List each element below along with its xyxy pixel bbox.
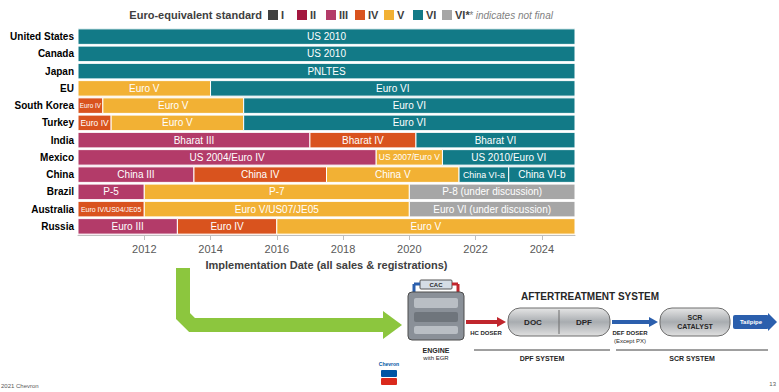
svg-text:IV: IV	[368, 9, 379, 21]
svg-text:Mexico: Mexico	[40, 152, 74, 163]
svg-text:SCR: SCR	[688, 314, 703, 321]
svg-text:Chevron: Chevron	[379, 361, 399, 367]
svg-text:China VI-a: China VI-a	[463, 170, 505, 180]
svg-text:DPF SYSTEM: DPF SYSTEM	[520, 355, 565, 362]
svg-text:US 2010/Euro VI: US 2010/Euro VI	[471, 152, 546, 163]
svg-text:DEF DOSER: DEF DOSER	[612, 330, 648, 336]
svg-text:China: China	[46, 169, 74, 180]
svg-text:Australia: Australia	[31, 204, 74, 215]
svg-text:Euro V: Euro V	[411, 221, 442, 232]
svg-text:CAC: CAC	[430, 282, 444, 288]
svg-text:DPF: DPF	[576, 318, 592, 327]
svg-text:PNLTES: PNLTES	[307, 66, 345, 77]
svg-text:Bharat III: Bharat III	[174, 135, 215, 146]
svg-text:with EGR: with EGR	[422, 355, 449, 361]
svg-text:DOC: DOC	[524, 318, 542, 327]
svg-text:EU: EU	[60, 83, 74, 94]
svg-text:China VI-b: China VI-b	[518, 169, 566, 180]
svg-text:Bharat IV: Bharat IV	[342, 135, 384, 146]
svg-text:Euro IV: Euro IV	[80, 118, 109, 128]
svg-text:P-5: P-5	[103, 186, 119, 197]
svg-text:Euro VI (under discussion): Euro VI (under discussion)	[433, 204, 551, 215]
svg-text:Euro III: Euro III	[112, 221, 144, 232]
svg-text:India: India	[51, 135, 75, 146]
svg-text:US 2010: US 2010	[307, 48, 346, 59]
svg-text:13: 13	[769, 381, 776, 387]
svg-text:Brazil: Brazil	[47, 186, 74, 197]
svg-text:III: III	[339, 9, 348, 21]
svg-text:Euro VI: Euro VI	[393, 117, 426, 128]
svg-text:V: V	[397, 9, 405, 21]
svg-text:2012: 2012	[132, 243, 156, 255]
svg-text:Euro IV: Euro IV	[80, 102, 102, 109]
svg-text:II: II	[310, 9, 316, 21]
svg-text:HC DOSER: HC DOSER	[470, 330, 502, 336]
svg-text:2018: 2018	[331, 243, 355, 255]
svg-text:Euro-equivalent standard: Euro-equivalent standard	[129, 9, 262, 21]
svg-text:Russia: Russia	[41, 221, 74, 232]
svg-text:I: I	[281, 9, 284, 21]
svg-text:Euro VI: Euro VI	[376, 83, 409, 94]
svg-text:US 2010: US 2010	[307, 31, 346, 42]
svg-text:2021 Chevron: 2021 Chevron	[1, 383, 39, 389]
svg-text:(Except PX): (Except PX)	[614, 338, 646, 344]
svg-text:US 2004/Euro IV: US 2004/Euro IV	[190, 152, 265, 163]
svg-text:P-7: P-7	[269, 186, 285, 197]
svg-text:P-8 (under discussion): P-8 (under discussion)	[442, 186, 542, 197]
svg-text:Euro V: Euro V	[129, 83, 160, 94]
svg-text:Canada: Canada	[38, 48, 75, 59]
svg-text:2016: 2016	[265, 243, 289, 255]
svg-text:Turkey: Turkey	[42, 117, 74, 128]
svg-text:VI*: VI*	[455, 9, 470, 21]
svg-text:Euro VI: Euro VI	[393, 100, 426, 111]
svg-text:United States: United States	[10, 31, 74, 42]
svg-text:* indicates not final: * indicates not final	[469, 10, 554, 21]
svg-text:China V: China V	[375, 169, 411, 180]
svg-text:ENGINE: ENGINE	[423, 347, 450, 354]
svg-text:South Korea: South Korea	[15, 100, 75, 111]
svg-text:Bharat VI: Bharat VI	[475, 135, 517, 146]
svg-text:China IV: China IV	[241, 169, 280, 180]
svg-text:Implementation Date (all sales: Implementation Date (all sales & registr…	[205, 259, 447, 271]
svg-text:2014: 2014	[198, 243, 222, 255]
svg-text:CATALYST: CATALYST	[677, 323, 713, 330]
svg-text:2020: 2020	[397, 243, 421, 255]
svg-text:Euro IV: Euro IV	[210, 221, 244, 232]
svg-text:Japan: Japan	[45, 66, 74, 77]
svg-text:2022: 2022	[463, 243, 487, 255]
svg-text:Euro V/US07/JE05: Euro V/US07/JE05	[235, 204, 319, 215]
svg-text:SCR SYSTEM: SCR SYSTEM	[669, 355, 715, 362]
svg-text:VI: VI	[426, 9, 436, 21]
svg-text:Euro V: Euro V	[162, 117, 193, 128]
svg-text:2024: 2024	[530, 243, 554, 255]
svg-text:Euro V: Euro V	[158, 100, 189, 111]
svg-text:Tailpipe: Tailpipe	[740, 319, 763, 325]
svg-text:AFTERTREATMENT SYSTEM: AFTERTREATMENT SYSTEM	[521, 291, 659, 302]
svg-text:Euro IV/US04/JE05: Euro IV/US04/JE05	[81, 206, 141, 213]
svg-text:US 2007/Euro V: US 2007/Euro V	[379, 152, 440, 162]
svg-text:China III: China III	[117, 169, 154, 180]
